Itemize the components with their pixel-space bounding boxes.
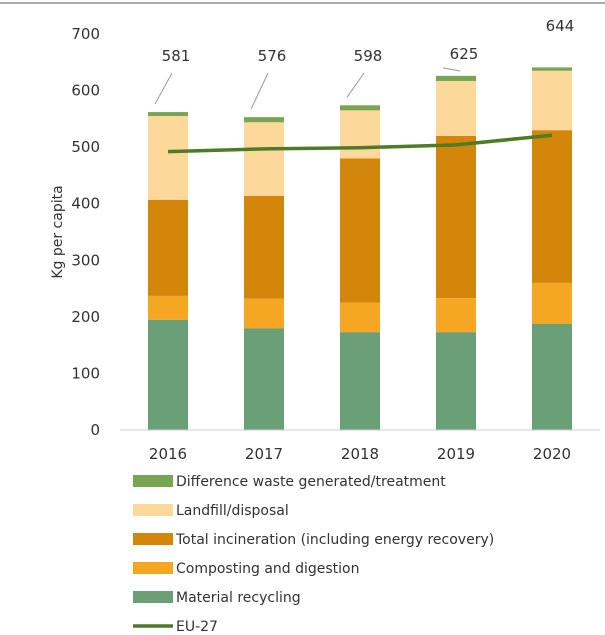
y-axis-title: Kg per capita	[50, 185, 66, 278]
y-tick-label: 300	[71, 251, 100, 269]
bar-segment-0-2019	[436, 332, 476, 430]
bar-segment-0-2017	[244, 328, 284, 430]
total-label-2016: 581	[162, 47, 191, 65]
bar-segment-4-2019	[436, 75, 476, 81]
bar-segment-1-2017	[244, 298, 284, 329]
bars	[148, 67, 572, 430]
y-tick-label: 400	[71, 195, 100, 213]
legend-swatch	[133, 533, 173, 545]
legend-label: Material recycling	[176, 590, 301, 606]
x-axis: 2016 2017 2018 2019 2020	[149, 445, 571, 463]
x-tick-label: 2019	[437, 445, 475, 463]
total-leader-line	[154, 72, 173, 105]
legend-swatch	[133, 504, 173, 516]
bar-segment-1-2020	[532, 282, 572, 324]
total-label-2020: 644	[546, 17, 575, 35]
bar-segment-2-2019	[436, 135, 476, 299]
legend-label: Total incineration (including energy rec…	[175, 532, 494, 548]
legend-swatch	[133, 591, 173, 603]
bar-segment-0-2018	[340, 332, 380, 430]
total-leader-line	[346, 72, 365, 98]
bar-segment-2-2016	[148, 199, 188, 296]
total-label-2017: 576	[258, 47, 287, 65]
legend-swatch	[133, 562, 173, 574]
legend-label: Composting and digestion	[176, 561, 360, 577]
total-labels: 581 576 598 625 644	[154, 17, 575, 110]
eu-27-line	[167, 133, 553, 154]
y-tick-label: 0	[90, 421, 100, 439]
bar-segment-3-2017	[244, 122, 284, 196]
legend: Difference waste generated/treatment Land…	[133, 474, 494, 635]
x-tick-label: 2018	[341, 445, 379, 463]
bar-segment-1-2019	[436, 298, 476, 333]
bar-segment-3-2019	[436, 80, 476, 136]
legend-swatch	[133, 475, 173, 487]
legend-label: Difference waste generated/treatment	[176, 474, 446, 490]
total-label-2019: 625	[450, 45, 479, 63]
legend-label: EU-27	[176, 619, 218, 635]
bar-segment-2-2020	[532, 130, 572, 283]
bar-segment-2-2017	[244, 195, 284, 299]
x-tick-label: 2017	[245, 445, 283, 463]
total-leader-line	[250, 72, 269, 110]
total-label-2018: 598	[354, 47, 383, 65]
bar-segment-3-2018	[340, 110, 380, 159]
bar-segment-2-2018	[340, 158, 380, 303]
bar-segment-4-2017	[244, 117, 284, 123]
y-tick-label: 700	[71, 25, 100, 43]
y-tick-label: 100	[71, 364, 100, 382]
y-tick-label: 500	[71, 138, 100, 156]
bar-segment-3-2016	[148, 116, 188, 200]
bar-segment-1-2018	[340, 302, 380, 333]
bar-segment-0-2020	[532, 323, 572, 430]
y-axis: 0 100 200 300 400 500 600 700	[71, 25, 100, 439]
bar-segment-1-2016	[148, 295, 188, 320]
eu-27-series-line	[167, 133, 553, 154]
legend-label: Landfill/disposal	[176, 503, 289, 519]
bar-segment-4-2018	[340, 105, 380, 111]
bar-segment-0-2016	[148, 319, 188, 430]
bar-segment-3-2020	[532, 70, 572, 131]
x-tick-label: 2020	[533, 445, 571, 463]
x-tick-label: 2016	[149, 445, 187, 463]
y-tick-label: 200	[71, 308, 100, 326]
bar-segment-4-2016	[148, 112, 188, 117]
y-tick-label: 600	[71, 82, 100, 100]
bar-segment-4-2020	[532, 67, 572, 71]
total-leader-line	[442, 67, 461, 72]
